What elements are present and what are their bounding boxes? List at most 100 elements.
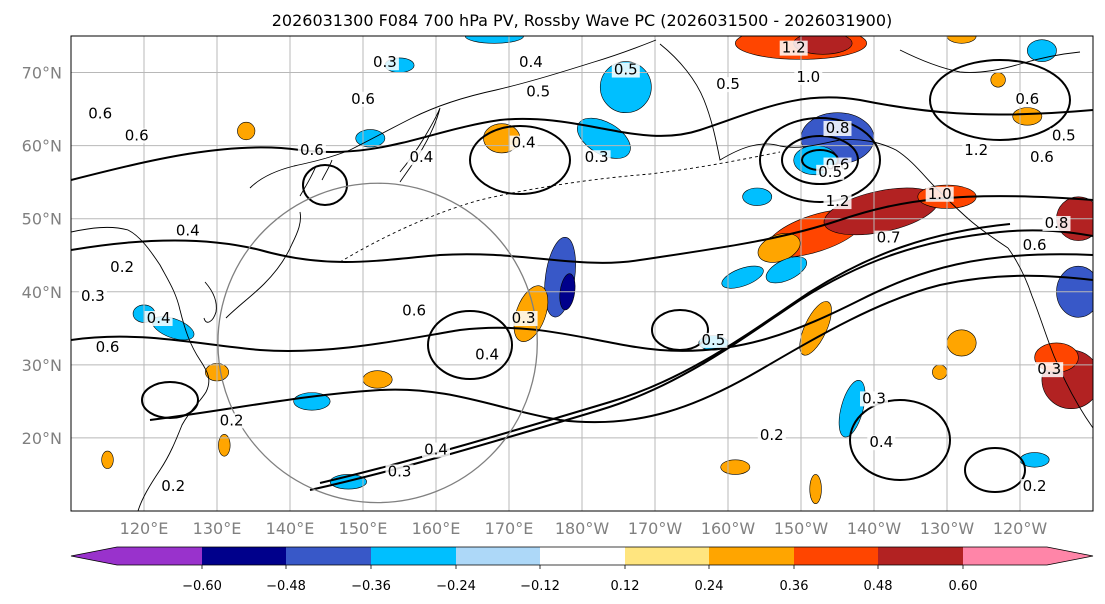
pv-contour-label: 0.6: [88, 104, 112, 122]
colorbar-outline: [70, 546, 1094, 566]
longitude-tick-label: 150°W: [774, 519, 829, 538]
pv-contour-label: 0.3: [585, 148, 609, 166]
pv-contour-label-bg: [582, 150, 611, 166]
pv-contour-label-bg: [962, 142, 991, 158]
pv-contour-loop: [427, 310, 513, 380]
pv-contour-label: 0.5: [1052, 126, 1076, 144]
pv-contour-label-bg: [1013, 91, 1042, 107]
pv-contour-label-bg: [108, 259, 137, 275]
pv-contour-label: 0.2: [1023, 477, 1047, 495]
pv-contour-label-bg: [385, 464, 414, 480]
pv-contour-label: 1.2: [782, 39, 806, 57]
pv-contour-label: 0.4: [147, 309, 171, 327]
longitude-tick-label: 120°E: [120, 519, 169, 538]
pv-contour-label: 0.6: [96, 338, 120, 356]
pv-contour-label-bg: [823, 121, 852, 136]
coastline-kamchatka: [399, 107, 441, 183]
pv-contour-label-bg: [1020, 479, 1049, 495]
pv-contour-loop: [759, 117, 881, 203]
pv-contour-label-bg: [509, 311, 538, 326]
pv-contour-label: 0.5: [716, 75, 740, 93]
pv-contour-label: 0.4: [409, 148, 433, 166]
pv-contour-label-bg: [611, 62, 640, 78]
latitude-tick-labels: 20°N 30°N 40°N 50°N 60°N 70°N: [22, 64, 62, 448]
map-panel: 0.6 0.6 0.3 0.6 0.4 0.5 0.4 0.4 0.6 0.5 0.3 0.4 0.2 0…: [70, 35, 1094, 512]
coastline-japan: [225, 211, 301, 319]
pc-anomaly-patch: [765, 256, 808, 284]
pv-contour-label-bg: [144, 311, 173, 326]
pv-contour-loop: [469, 125, 571, 195]
pv-contour-label: 1.2: [964, 141, 988, 159]
colorbar-swatch: [794, 547, 878, 565]
pc-anomaly-patch: [946, 329, 977, 357]
colorbar-swatch: [963, 547, 1093, 565]
pv-contour-label-bg: [473, 347, 502, 363]
coastline-korea: [203, 281, 217, 323]
colorbar-tick-label: −0.12: [520, 579, 560, 594]
pv-contour-label-bg: [370, 55, 399, 71]
pv-contour-label-bg: [860, 391, 888, 407]
pv-contour-label: 0.4: [512, 134, 536, 152]
colorbar-tick-label: 0.12: [611, 579, 640, 594]
colorbar-swatch: [878, 547, 963, 565]
pv-contour-label-bg: [699, 332, 728, 348]
pv-contour-label: 0.3: [81, 287, 105, 305]
pv-contour-label: 0.5: [526, 82, 550, 100]
pv-contour-label-bg: [516, 55, 545, 71]
coastline-asia: [71, 226, 210, 511]
pc-anomaly-patch: [362, 370, 393, 389]
pv-contour-loop: [141, 381, 199, 419]
pv-contour-label-bg: [823, 194, 852, 210]
pv-contour-line: [149, 274, 1093, 424]
pv-contour-label-bg: [1049, 128, 1078, 144]
latitude-tick-label: 20°N: [22, 429, 62, 448]
pv-contour-label-bg: [1020, 237, 1049, 253]
colorbar-tick-label: −0.60: [182, 579, 222, 594]
pc-anomaly-patch: [218, 433, 231, 457]
longitude-tick-label: 170°W: [628, 519, 683, 538]
pv-contour-label: 0.6: [402, 302, 426, 320]
pv-contour-label-bg: [93, 340, 122, 356]
pv-contour-loop: [964, 447, 1026, 493]
pv-contour-label-bg: [78, 289, 107, 305]
pv-contour-label: 0.2: [110, 258, 134, 276]
pv-contour-loop: [781, 135, 859, 185]
longitude-tick-labels: 120°E 130°E 140°E 150°E 160°E 170°E 180°W 170°W…: [120, 519, 1048, 538]
latitude-tick-label: 60°N: [22, 137, 62, 156]
pc-anomaly-patch: [237, 121, 256, 141]
longitude-tick-label: 180°W: [555, 519, 610, 538]
pv-contour-labels: 0.6 0.6 0.3 0.6 0.4 0.5 0.4 0.4 0.6 0.5 0.3 0.4 0.2 0…: [78, 39, 1078, 495]
pv-contour-label-bg: [509, 135, 538, 151]
pv-contour-label: 1.0: [928, 185, 952, 203]
colorbar-tick-label: 0.36: [780, 579, 809, 594]
pv-contour-label: 0.5: [614, 61, 638, 79]
pv-contour-label: 0.5: [701, 331, 725, 349]
map-title: 2026031300 F084 700 hPa PV, Rossby Wave …: [272, 11, 893, 30]
colorbar-swatch: [286, 547, 371, 565]
pv-contour-label-bg: [925, 186, 954, 202]
pv-contour-label-bg: [217, 413, 246, 429]
pv-contour-label-bg: [297, 142, 326, 158]
pv-contour-label: 0.4: [424, 441, 448, 459]
pv-contour-label-bg: [867, 435, 896, 451]
pv-contour-label: 0.4: [519, 53, 543, 71]
pv-contour-label: 1.0: [796, 68, 820, 86]
reference-circle: [217, 182, 538, 504]
pv-contour-label-bg: [422, 442, 450, 458]
pv-contour-label-bg: [400, 303, 429, 319]
pv-contour-label: 0.3: [1037, 360, 1061, 378]
longitude-tick-label: 140°W: [847, 519, 902, 538]
pv-contour-label-bg: [407, 150, 436, 166]
longitude-tick-label: 140°E: [266, 519, 315, 538]
pv-contour-label: 0.6: [351, 90, 375, 108]
pc-anomaly-patch: [721, 265, 764, 289]
pv-contour-label-bg: [714, 77, 742, 93]
coastline-north-america: [1007, 247, 1093, 429]
longitude-tick-label: 170°E: [485, 519, 534, 538]
pv-contour-loop: [651, 309, 709, 351]
pv-contour-label-bg: [1042, 216, 1071, 231]
map-frame: [70, 35, 1094, 512]
colorbar-tick-label: 0.60: [949, 579, 978, 594]
pv-contour-label-bg: [86, 106, 115, 122]
colorbar-tick-label: 0.24: [695, 579, 724, 594]
